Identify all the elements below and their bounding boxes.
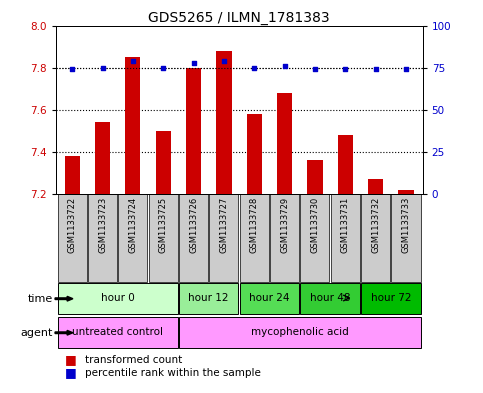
Point [372, 66, 380, 73]
Bar [57, 318, 178, 348]
Bar [240, 194, 269, 282]
Text: GSM1133725: GSM1133725 [159, 197, 168, 253]
Text: GSM1133724: GSM1133724 [128, 197, 137, 253]
Text: time: time [28, 294, 53, 304]
Point [99, 64, 106, 71]
Bar [247, 114, 262, 194]
Text: ■: ■ [65, 353, 77, 366]
Bar [216, 51, 231, 194]
Point [341, 66, 349, 73]
Text: untreated control: untreated control [72, 327, 163, 337]
Text: mycophenolic acid: mycophenolic acid [251, 327, 349, 337]
Text: GSM1133729: GSM1133729 [280, 197, 289, 253]
Bar [95, 123, 110, 194]
Point [311, 66, 319, 73]
Bar [270, 194, 299, 282]
Bar [65, 156, 80, 194]
Bar [179, 194, 208, 282]
Bar [300, 283, 360, 314]
Bar [57, 194, 87, 282]
Point [129, 58, 137, 64]
Point [159, 64, 167, 71]
Text: GSM1133728: GSM1133728 [250, 197, 259, 253]
Bar [88, 194, 117, 282]
Bar [277, 93, 292, 194]
Text: GSM1133723: GSM1133723 [98, 197, 107, 253]
Point [250, 64, 258, 71]
Bar [57, 283, 178, 314]
Text: hour 48: hour 48 [310, 293, 350, 303]
Text: GSM1133722: GSM1133722 [68, 197, 77, 253]
Bar [125, 57, 141, 194]
Bar [338, 135, 353, 194]
Text: agent: agent [21, 328, 53, 338]
Text: hour 72: hour 72 [370, 293, 411, 303]
Bar [156, 131, 171, 194]
Point [402, 66, 410, 73]
Text: GSM1133727: GSM1133727 [219, 197, 228, 253]
Bar [398, 190, 413, 194]
Bar [391, 194, 421, 282]
Bar [118, 194, 147, 282]
Point [190, 59, 198, 66]
Bar [368, 179, 383, 194]
Bar [307, 160, 323, 194]
Text: percentile rank within the sample: percentile rank within the sample [85, 367, 260, 378]
Text: hour 24: hour 24 [249, 293, 290, 303]
Text: GSM1133733: GSM1133733 [401, 197, 411, 253]
Text: hour 0: hour 0 [101, 293, 135, 303]
Text: GSM1133732: GSM1133732 [371, 197, 380, 253]
Text: GSM1133730: GSM1133730 [311, 197, 319, 253]
Text: hour 12: hour 12 [188, 293, 229, 303]
Bar [186, 68, 201, 194]
Text: transformed count: transformed count [85, 354, 182, 365]
Bar [179, 318, 421, 348]
Point [281, 63, 288, 69]
Title: GDS5265 / ILMN_1781383: GDS5265 / ILMN_1781383 [148, 11, 330, 24]
Text: ■: ■ [65, 366, 77, 379]
Bar [361, 283, 421, 314]
Point [220, 58, 228, 64]
Bar [209, 194, 239, 282]
Text: GSM1133726: GSM1133726 [189, 197, 198, 253]
Bar [179, 283, 239, 314]
Bar [240, 283, 299, 314]
Text: GSM1133731: GSM1133731 [341, 197, 350, 253]
Bar [149, 194, 178, 282]
Bar [300, 194, 329, 282]
Bar [331, 194, 360, 282]
Bar [361, 194, 390, 282]
Point [69, 66, 76, 73]
